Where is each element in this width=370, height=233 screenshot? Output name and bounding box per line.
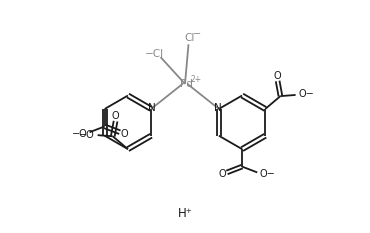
Text: Cl: Cl xyxy=(185,34,195,43)
Text: O−: O− xyxy=(260,169,275,179)
Text: O: O xyxy=(274,71,282,81)
Text: Pd: Pd xyxy=(180,79,193,89)
Text: −O: −O xyxy=(79,130,95,140)
Text: H⁺: H⁺ xyxy=(178,207,192,220)
Text: O−: O− xyxy=(298,89,314,99)
Text: O: O xyxy=(112,111,120,121)
Text: O: O xyxy=(120,129,128,139)
Text: N: N xyxy=(214,103,222,113)
Text: −: − xyxy=(193,29,201,39)
Text: −O: −O xyxy=(71,129,87,139)
Text: N: N xyxy=(148,103,156,113)
Text: O: O xyxy=(219,169,226,179)
Text: 2+: 2+ xyxy=(191,75,202,84)
Text: −Cl: −Cl xyxy=(145,49,164,59)
